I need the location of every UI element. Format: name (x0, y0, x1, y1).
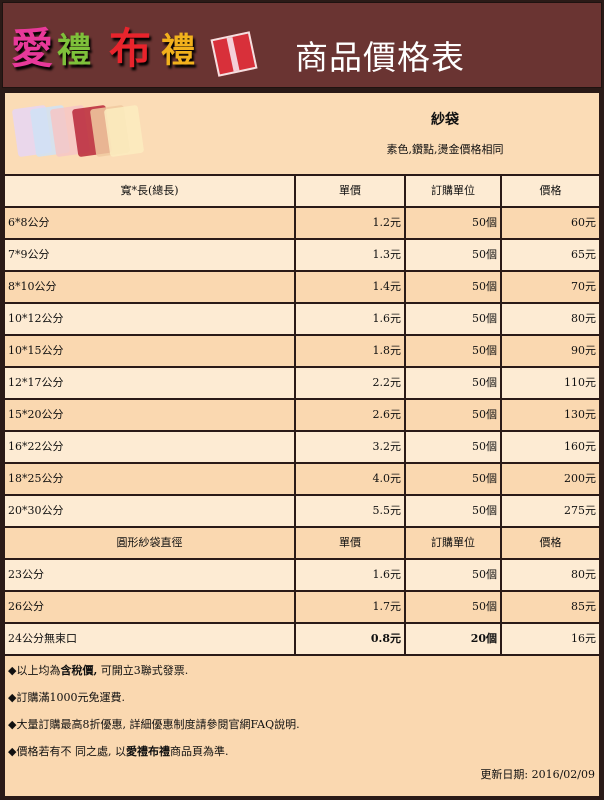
table-cell: 50個 (406, 368, 500, 398)
table-cell: 1.2元 (296, 208, 404, 238)
column-header: 訂購單位 (406, 528, 500, 558)
table-row: 26公分 1.7元 50個 85元 (5, 592, 599, 622)
logo: 愛禮布禮 (11, 11, 258, 81)
table-cell: 200元 (502, 464, 599, 494)
table-cell: 160元 (502, 432, 599, 462)
table-cell: 50個 (406, 592, 500, 622)
table-header: 寬*長(總長) 單價 訂購單位 價格 (5, 176, 599, 206)
table-cell: 0.8元 (296, 624, 404, 654)
updated-date: 更新日期: 2016/02/09 (480, 768, 595, 781)
table-cell: 65元 (502, 240, 599, 270)
table-cell: 18*25公分 (5, 464, 294, 494)
table-cell: 20個 (406, 624, 500, 654)
table-cell: 1.6元 (296, 304, 404, 334)
column-header: 價格 (502, 528, 599, 558)
table-cell: 24公分無束口 (5, 624, 294, 654)
table-cell: 7*9公分 (5, 240, 294, 270)
table-cell: 50個 (406, 272, 500, 302)
table-cell: 85元 (502, 592, 599, 622)
table-header: 圓形紗袋直徑 單價 訂購單位 價格 (5, 528, 599, 558)
table-row: 23公分 1.6元 50個 80元 (5, 560, 599, 590)
price-table: 紗袋 素色,鑽點,燙金價格相同 寬*長(總長) 單價 訂購單位 價格 6*8公分 1.2元… (5, 93, 599, 796)
table-row: 16*22公分 3.2元 50個 160元 (5, 432, 599, 462)
table-cell: 23公分 (5, 560, 294, 590)
table-cell: 3.2元 (296, 432, 404, 462)
notes: ◆以上均為含稅價, 可開立3聯式發票. ◆訂購滿1000元免運費. ◆大量訂購最… (5, 656, 599, 796)
table-row: 7*9公分 1.3元 50個 65元 (5, 240, 599, 270)
note: ◆價格若有不 同之處, 以愛禮布禮商品頁為準. (8, 745, 229, 758)
table-cell: 2.2元 (296, 368, 404, 398)
table-cell: 15*20公分 (5, 400, 294, 430)
table-cell: 4.0元 (296, 464, 404, 494)
column-header: 訂購單位 (406, 176, 500, 206)
table-cell: 12*17公分 (5, 368, 294, 398)
table-row: 10*15公分 1.8元 50個 90元 (5, 336, 599, 366)
table-cell: 10*15公分 (5, 336, 294, 366)
table-row: 18*25公分 4.0元 50個 200元 (5, 464, 599, 494)
table-row: 24公分無束口 0.8元 20個 16元 (5, 624, 599, 654)
organza-bags-image (11, 99, 151, 161)
table-cell: 50個 (406, 432, 500, 462)
column-header: 圓形紗袋直徑 (5, 528, 294, 558)
table-cell: 10*12公分 (5, 304, 294, 334)
table-row: 10*12公分 1.6元 50個 80元 (5, 304, 599, 334)
table-cell: 80元 (502, 560, 599, 590)
table-cell: 1.3元 (296, 240, 404, 270)
table-cell: 50個 (406, 400, 500, 430)
table-cell: 16元 (502, 624, 599, 654)
gift-box-icon (210, 31, 258, 77)
table-cell: 50個 (406, 304, 500, 334)
table-cell: 70元 (502, 272, 599, 302)
table-cell: 5.5元 (296, 496, 404, 526)
table-row: 12*17公分 2.2元 50個 110元 (5, 368, 599, 398)
page-title: 商品價格表 (295, 38, 465, 77)
table-cell: 1.8元 (296, 336, 404, 366)
table-row: 6*8公分 1.2元 50個 60元 (5, 208, 599, 238)
note: ◆大量訂購最高8折優惠, 詳細優惠制度請參閱官網FAQ說明. (8, 718, 300, 731)
table-row: 20*30公分 5.5元 50個 275元 (5, 496, 599, 526)
product-header: 紗袋 素色,鑽點,燙金價格相同 (5, 93, 599, 174)
product-name: 紗袋 (431, 112, 459, 128)
column-header: 單價 (296, 176, 404, 206)
page-header: 愛禮布禮 商品價格表 (2, 2, 602, 88)
note: ◆訂購滿1000元免運費. (8, 691, 125, 704)
table-cell: 50個 (406, 496, 500, 526)
table-cell: 6*8公分 (5, 208, 294, 238)
table-cell: 80元 (502, 304, 599, 334)
table-row: 8*10公分 1.4元 50個 70元 (5, 272, 599, 302)
table-cell: 130元 (502, 400, 599, 430)
table-cell: 1.4元 (296, 272, 404, 302)
table-cell: 50個 (406, 560, 500, 590)
table-row: 15*20公分 2.6元 50個 130元 (5, 400, 599, 430)
table-cell: 1.7元 (296, 592, 404, 622)
table-cell: 110元 (502, 368, 599, 398)
table-cell: 2.6元 (296, 400, 404, 430)
column-header: 寬*長(總長) (5, 176, 294, 206)
table-cell: 50個 (406, 464, 500, 494)
table-cell: 20*30公分 (5, 496, 294, 526)
table-cell: 90元 (502, 336, 599, 366)
table-cell: 8*10公分 (5, 272, 294, 302)
table-cell: 60元 (502, 208, 599, 238)
note: ◆以上均為含稅價, 可開立3聯式發票. (8, 664, 189, 677)
table-cell: 275元 (502, 496, 599, 526)
table-cell: 16*22公分 (5, 432, 294, 462)
table-cell: 1.6元 (296, 560, 404, 590)
column-header: 價格 (502, 176, 599, 206)
product-subtitle: 素色,鑽點,燙金價格相同 (386, 143, 504, 156)
table-cell: 26公分 (5, 592, 294, 622)
table-cell: 50個 (406, 240, 500, 270)
table-cell: 50個 (406, 208, 500, 238)
table-cell: 50個 (406, 336, 500, 366)
column-header: 單價 (296, 528, 404, 558)
